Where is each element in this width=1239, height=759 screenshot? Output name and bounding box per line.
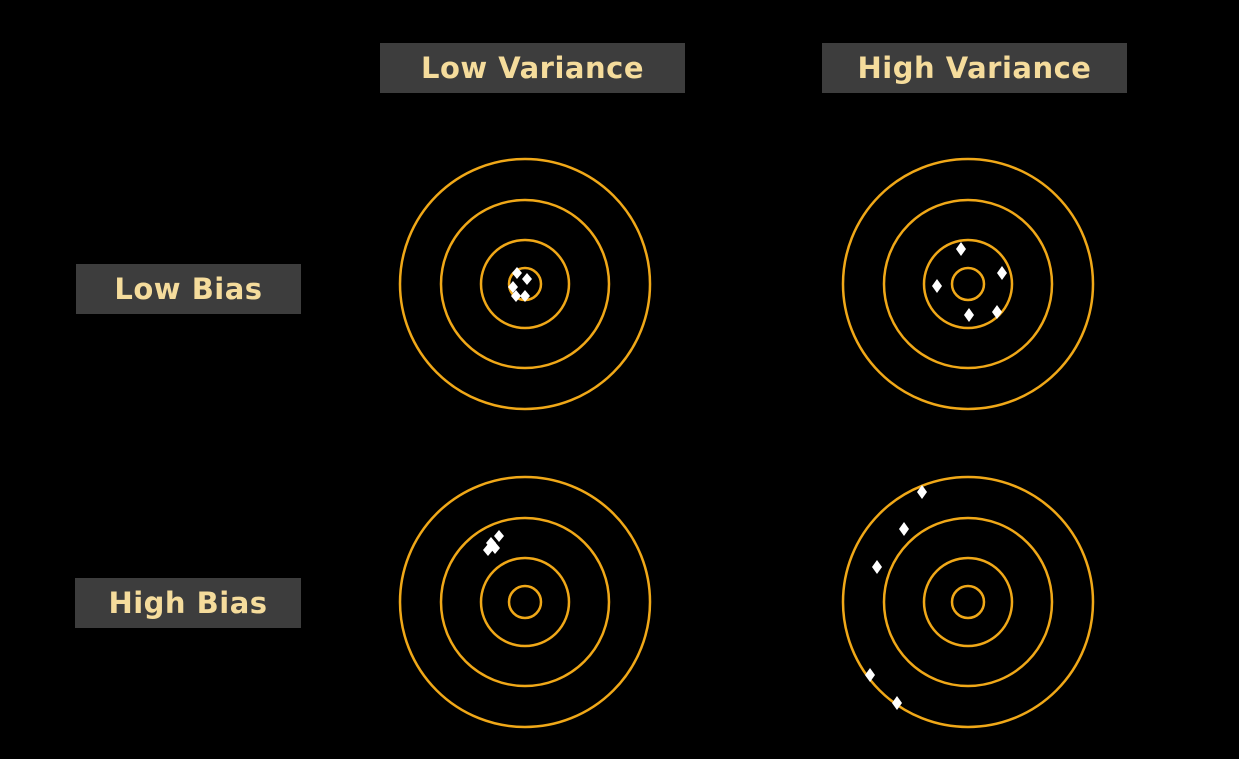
hit-marker bbox=[483, 544, 493, 556]
column-header-low-variance-label: Low Variance bbox=[420, 51, 645, 85]
hit-markers bbox=[483, 530, 504, 556]
column-header-low-variance: Low Variance bbox=[380, 43, 685, 93]
hit-marker bbox=[520, 290, 530, 302]
hit-marker bbox=[490, 542, 500, 554]
target-low-bias-high-variance bbox=[841, 157, 1095, 411]
column-header-high-variance: High Variance bbox=[822, 43, 1127, 93]
row-header-high-bias-label: High Bias bbox=[108, 586, 268, 620]
hit-marker bbox=[494, 530, 504, 542]
hit-marker bbox=[964, 308, 974, 322]
row-header-low-bias: Low Bias bbox=[76, 264, 301, 314]
hit-marker bbox=[899, 522, 909, 536]
target-rings bbox=[398, 475, 652, 729]
hit-marker bbox=[512, 267, 522, 279]
hit-markers bbox=[932, 242, 1007, 322]
target-high-bias-low-variance bbox=[398, 475, 652, 729]
hit-marker bbox=[917, 485, 927, 499]
hit-marker bbox=[932, 279, 942, 293]
hit-marker bbox=[522, 273, 532, 285]
hit-marker bbox=[997, 266, 1007, 280]
hit-marker bbox=[865, 668, 875, 682]
target-rings bbox=[398, 157, 652, 411]
target-high-bias-high-variance bbox=[841, 475, 1095, 729]
hit-marker bbox=[992, 305, 1002, 319]
row-header-low-bias-label: Low Bias bbox=[114, 272, 263, 306]
hit-marker bbox=[872, 560, 882, 574]
hit-marker bbox=[508, 281, 518, 293]
hit-markers bbox=[508, 267, 532, 302]
hit-marker bbox=[956, 242, 966, 256]
row-header-high-bias: High Bias bbox=[75, 578, 301, 628]
target-low-bias-low-variance bbox=[398, 157, 652, 411]
target-rings bbox=[841, 475, 1095, 729]
column-header-high-variance-label: High Variance bbox=[857, 51, 1092, 85]
hit-marker bbox=[892, 696, 902, 710]
hit-marker bbox=[511, 290, 521, 302]
hit-markers bbox=[865, 485, 927, 710]
target-rings bbox=[841, 157, 1095, 411]
